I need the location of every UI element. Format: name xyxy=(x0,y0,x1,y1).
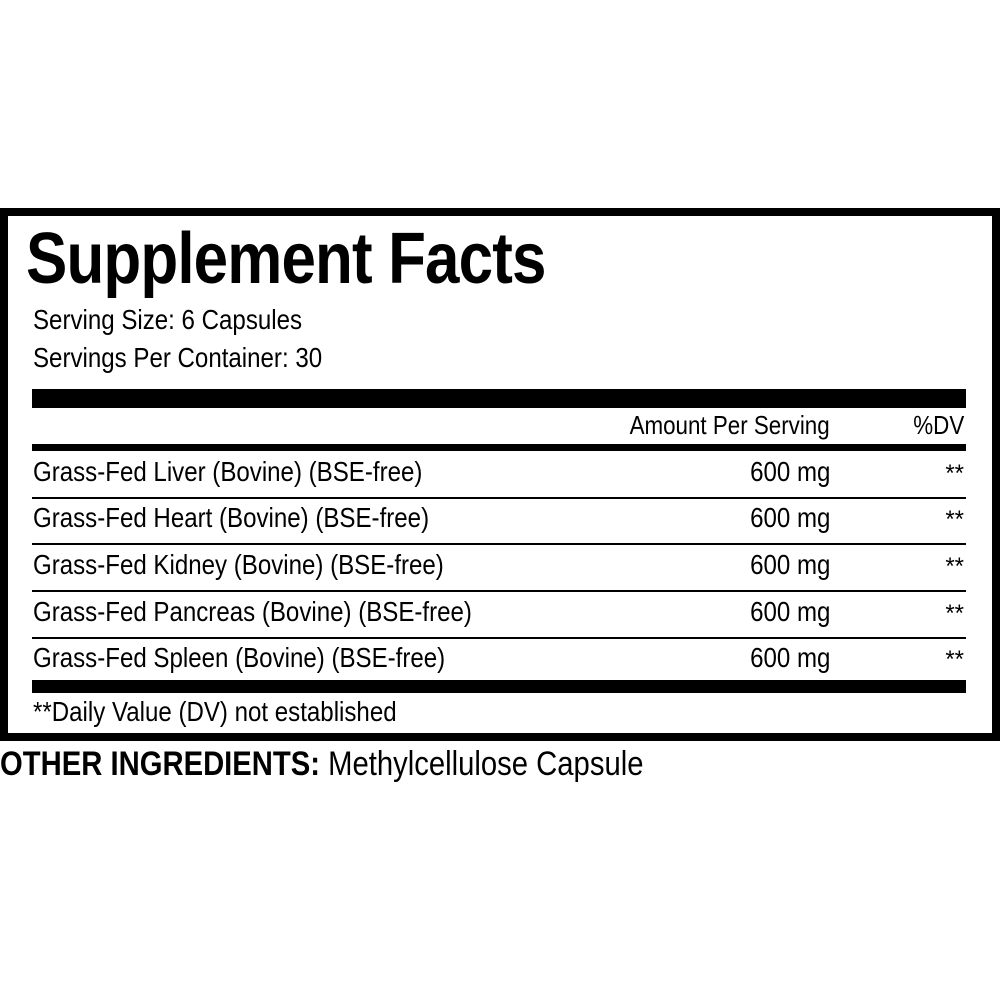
ingredient-amount: 600 mg xyxy=(749,549,830,580)
ingredient-name: Grass-Fed Heart (Bovine) (BSE-free) xyxy=(33,502,430,533)
header-divider xyxy=(32,444,966,451)
ingredient-amount: 600 mg xyxy=(749,596,830,627)
ingredient-dv: ** xyxy=(945,553,964,580)
other-ingredients-label: OTHER INGREDIENTS: xyxy=(0,745,321,783)
dv-header: %DV xyxy=(913,410,964,440)
footnote: **Daily Value (DV) not established xyxy=(33,696,397,727)
ingredient-name: Grass-Fed Pancreas (Bovine) (BSE-free) xyxy=(33,596,472,627)
ingredient-amount: 600 mg xyxy=(749,642,830,673)
row-divider xyxy=(32,637,966,639)
row-divider xyxy=(32,590,966,592)
other-ingredients: OTHER INGREDIENTS: Methylcellulose Capsu… xyxy=(0,745,643,784)
row-divider xyxy=(32,543,966,545)
ingredient-amount: 600 mg xyxy=(749,456,830,487)
ingredient-dv: ** xyxy=(945,600,964,627)
ingredient-amount: 600 mg xyxy=(749,502,830,533)
thick-divider xyxy=(32,680,966,693)
thick-divider xyxy=(32,389,966,408)
amount-header: Amount Per Serving xyxy=(629,410,830,440)
ingredient-dv: ** xyxy=(945,506,964,533)
ingredient-name: Grass-Fed Spleen (Bovine) (BSE-free) xyxy=(33,642,446,673)
ingredient-name: Grass-Fed Liver (Bovine) (BSE-free) xyxy=(33,456,423,487)
other-ingredients-value: Methylcellulose Capsule xyxy=(328,745,644,783)
row-divider xyxy=(32,497,966,499)
supplement-facts-panel xyxy=(0,208,1000,741)
panel-title: Supplement Facts xyxy=(26,219,546,299)
ingredient-dv: ** xyxy=(945,646,964,673)
serving-size: Serving Size: 6 Capsules xyxy=(33,304,303,335)
ingredient-name: Grass-Fed Kidney (Bovine) (BSE-free) xyxy=(33,549,444,580)
ingredient-dv: ** xyxy=(945,460,964,487)
servings-per-container: Servings Per Container: 30 xyxy=(33,342,323,373)
